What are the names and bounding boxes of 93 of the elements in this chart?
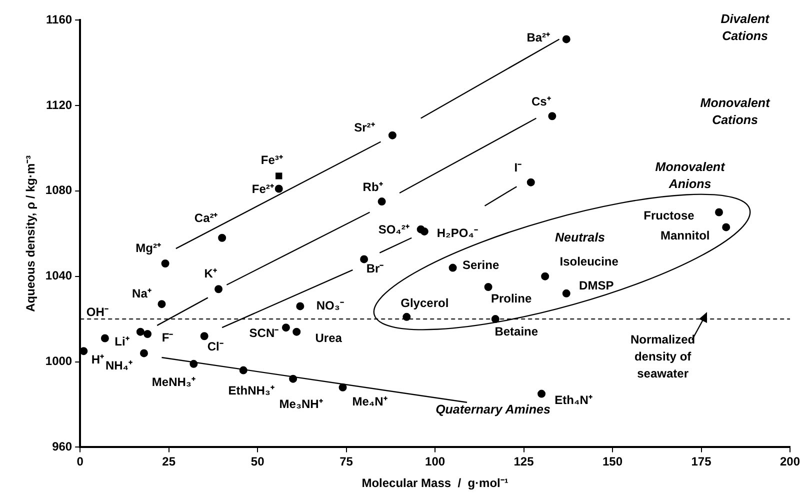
point bbox=[388, 131, 396, 140]
annotation: Fructose bbox=[644, 208, 695, 223]
point bbox=[526, 178, 535, 186]
y-tick-label: 1120 bbox=[46, 98, 72, 112]
point bbox=[100, 334, 109, 342]
annotation: Monovalent Anions bbox=[655, 160, 726, 191]
point bbox=[360, 255, 368, 264]
y-axis-title: Aqueous density, ρ / kg·m⁻³ bbox=[24, 155, 38, 312]
annotation: MeNH₃⁺ bbox=[152, 375, 196, 390]
annotation: Eth₄N⁺ bbox=[554, 393, 592, 408]
x-tick-label: 200 bbox=[780, 454, 800, 469]
x-axis-title: Molecular Mass / g·mol⁻¹ bbox=[362, 476, 508, 490]
point bbox=[218, 234, 226, 242]
y-tick-label: 960 bbox=[52, 440, 72, 454]
annotation: Divalent Cations bbox=[720, 12, 770, 43]
annotation: Ca²⁺ bbox=[194, 211, 218, 226]
x-tick-label: 150 bbox=[602, 454, 623, 469]
annotation: Neutrals bbox=[554, 230, 606, 244]
annotation: Quaternary Amines bbox=[436, 402, 550, 416]
point bbox=[282, 324, 290, 332]
x-tick-label: 50 bbox=[250, 454, 265, 469]
annotation: Monovalent Cations bbox=[700, 96, 771, 127]
annotation: SCN⁻ bbox=[249, 326, 279, 340]
point bbox=[715, 208, 723, 216]
annotation: Li⁺ bbox=[114, 334, 130, 349]
point bbox=[562, 35, 570, 44]
point bbox=[276, 172, 282, 180]
point bbox=[214, 285, 223, 294]
point bbox=[292, 328, 301, 336]
point bbox=[80, 347, 88, 356]
y-tick-label: 1040 bbox=[45, 268, 72, 283]
point bbox=[200, 332, 208, 340]
annotation: Ba²⁺ bbox=[526, 30, 550, 45]
point bbox=[136, 328, 144, 336]
x-tick-label: 175 bbox=[691, 454, 712, 469]
annotation: Na⁺ bbox=[132, 286, 152, 300]
annotation: H⁺ bbox=[91, 352, 104, 366]
annotation: Proline bbox=[490, 291, 532, 306]
point bbox=[158, 300, 166, 308]
annotation: Glycerol bbox=[400, 296, 449, 310]
point bbox=[722, 223, 730, 232]
point bbox=[296, 302, 304, 310]
annotation: Normalized density of seawater bbox=[630, 332, 696, 380]
x-tick-label: 125 bbox=[514, 454, 534, 469]
annotation: Mg²⁺ bbox=[136, 240, 161, 255]
annotation: Me₄N⁺ bbox=[352, 394, 388, 409]
annotation: DMSP bbox=[579, 278, 614, 293]
annotation: Urea bbox=[315, 331, 342, 346]
annotation: H₂PO₄⁻ bbox=[436, 226, 478, 240]
point bbox=[420, 227, 428, 236]
annotation: Cl⁻ bbox=[207, 339, 224, 354]
annotation: Serine bbox=[462, 258, 500, 272]
point bbox=[161, 260, 170, 268]
point bbox=[541, 272, 550, 280]
annotation: SO₄²⁺ bbox=[378, 222, 410, 237]
annotation: OH⁻ bbox=[86, 305, 108, 320]
annotation: Fe²⁺ bbox=[252, 182, 274, 196]
point bbox=[338, 383, 347, 392]
point bbox=[562, 289, 570, 298]
annotation: Rb⁺ bbox=[362, 180, 383, 194]
annotation: Cs⁺ bbox=[532, 94, 551, 108]
y-tick-label: 1000 bbox=[45, 354, 72, 368]
point bbox=[190, 360, 198, 368]
annotation: Sr²⁺ bbox=[354, 120, 375, 135]
annotation: K⁺ bbox=[204, 266, 217, 280]
annotation: NH₄⁺ bbox=[105, 358, 133, 373]
point bbox=[144, 330, 152, 338]
x-tick-label: 0 bbox=[76, 454, 84, 469]
point bbox=[239, 366, 248, 374]
annotation: Me₃NH⁺ bbox=[279, 397, 323, 412]
x-tick-label: 25 bbox=[162, 454, 176, 469]
point bbox=[289, 374, 298, 383]
x-tick-label: 100 bbox=[425, 454, 446, 469]
y-tick-label: 1160 bbox=[46, 12, 72, 26]
point bbox=[402, 312, 411, 321]
annotation: Mannitol bbox=[660, 228, 710, 243]
point bbox=[538, 390, 546, 398]
point bbox=[548, 112, 556, 120]
annotation: EthNH₃⁺ bbox=[228, 384, 274, 398]
point bbox=[140, 349, 148, 358]
annotation: NO₃⁻ bbox=[316, 298, 344, 313]
point bbox=[448, 264, 457, 272]
annotation: Fe³⁺ bbox=[260, 153, 283, 168]
point bbox=[378, 198, 386, 206]
annotation: F⁻ bbox=[162, 330, 174, 344]
annotation: I⁻ bbox=[514, 160, 522, 175]
y-tick-label: 1080 bbox=[45, 183, 72, 198]
annotation: Betaine bbox=[494, 324, 538, 338]
annotation: Isoleucine bbox=[560, 254, 619, 269]
point bbox=[484, 283, 492, 291]
x-tick-label: 75 bbox=[340, 454, 354, 469]
annotation: Br⁻ bbox=[366, 262, 384, 276]
point bbox=[274, 184, 283, 193]
